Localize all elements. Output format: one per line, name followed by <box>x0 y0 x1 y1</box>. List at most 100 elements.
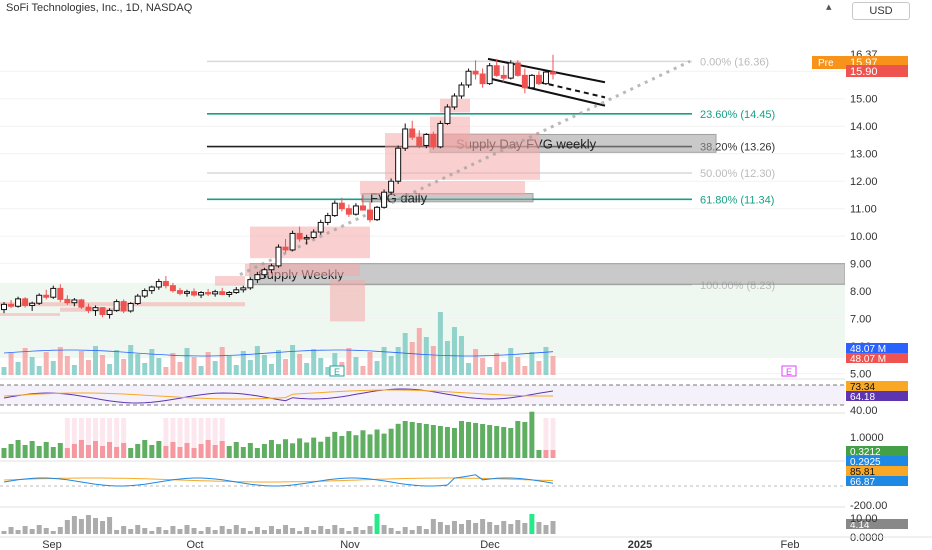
histogram-bar <box>353 435 359 458</box>
candle-body <box>317 221 324 233</box>
spike-bar <box>466 520 472 534</box>
rsi-band <box>0 385 845 405</box>
volume-bar <box>43 352 49 375</box>
spike-bar <box>536 522 542 534</box>
spike-bar <box>191 528 197 534</box>
indicator-label-box <box>846 381 908 391</box>
indicator-label-box <box>846 446 908 456</box>
volume-bar <box>487 367 493 375</box>
spike-bar <box>529 514 535 534</box>
spike-bar <box>473 523 479 534</box>
spike-bar <box>64 520 70 534</box>
volume-bar <box>57 347 63 375</box>
volume-bar <box>78 351 84 375</box>
spike-bar <box>142 528 148 534</box>
spike-bar <box>261 530 267 534</box>
spike-bar <box>459 524 464 534</box>
volume-bar <box>444 341 450 375</box>
indicator-label: 4.14 <box>850 520 870 531</box>
histogram-bar <box>487 425 493 458</box>
fib-label: 0.00% (16.36) <box>700 56 769 68</box>
price-tick-label: 9.00 <box>850 259 871 271</box>
candle-body <box>521 74 528 89</box>
candle-body <box>71 299 78 304</box>
volume-bar <box>374 361 380 375</box>
histogram-bar <box>71 444 77 458</box>
histogram-bar <box>332 431 338 458</box>
candle-body <box>184 291 190 294</box>
spike-bar <box>43 528 49 534</box>
earnings-marker-label: E <box>334 367 340 377</box>
candle-body <box>367 209 373 221</box>
histogram-bar <box>423 424 429 458</box>
candle-body <box>451 95 458 108</box>
histogram-bar <box>226 446 232 458</box>
volume-bar <box>283 359 289 375</box>
histogram-bar <box>311 437 317 458</box>
indicator-label: 85.81 <box>850 467 875 478</box>
volume-bar <box>430 346 436 375</box>
histogram-shade <box>191 418 197 458</box>
histogram-bar <box>304 442 310 458</box>
candle-body <box>444 106 451 124</box>
spike-bar <box>219 526 225 534</box>
candle-body <box>134 295 141 305</box>
histogram-bar <box>212 445 218 458</box>
histogram-bar <box>515 421 521 458</box>
candle-body <box>430 133 437 148</box>
histogram-bar <box>85 445 91 458</box>
histogram-bar <box>128 448 134 458</box>
volume-bar <box>15 362 21 375</box>
volume-bar <box>459 336 464 375</box>
volume-bar <box>135 354 141 375</box>
volume-bar <box>304 363 310 375</box>
candle-body <box>141 290 148 297</box>
histogram-shade <box>219 418 225 458</box>
spike-bar <box>8 527 14 534</box>
candle-body <box>289 232 296 251</box>
spike-bar <box>409 530 415 534</box>
candle-body <box>36 294 43 304</box>
volume-bar <box>515 357 521 375</box>
volume-bar <box>501 362 507 375</box>
currency-selector[interactable]: USD <box>852 2 910 20</box>
histogram-bar <box>261 444 267 458</box>
volume-label-box <box>846 343 908 353</box>
candle-body <box>381 191 388 208</box>
candle-body <box>303 237 310 240</box>
spike-bar <box>78 519 84 534</box>
volume-bar <box>332 353 338 375</box>
histogram-bar <box>163 446 169 458</box>
spike-bar <box>121 526 127 534</box>
histogram-bar <box>100 446 106 458</box>
histogram-bar <box>191 448 197 458</box>
histogram-shade <box>198 418 204 458</box>
volume-bar <box>233 365 239 375</box>
histogram-shade <box>100 418 106 458</box>
indicator-label-box <box>846 519 908 529</box>
histogram-bar <box>36 446 42 458</box>
volume-bar <box>36 366 42 375</box>
spike-bar <box>114 530 120 534</box>
candle-body <box>29 302 36 306</box>
candle-body <box>78 299 85 308</box>
histogram-bar <box>254 448 260 458</box>
volume-bar <box>8 353 14 375</box>
volume-bar <box>473 349 479 375</box>
histogram-bar <box>437 426 443 458</box>
fib-label: 50.00% (12.30) <box>700 168 775 180</box>
volume-bar <box>212 361 218 375</box>
more-icon[interactable]: ▴ <box>826 1 832 13</box>
histogram-shade <box>71 418 77 458</box>
volume-bar <box>29 357 35 375</box>
candle-body <box>472 70 479 75</box>
indicator-tick-label: -200.00 <box>850 500 887 512</box>
histogram-bar <box>177 447 183 458</box>
volume-bar <box>114 350 120 375</box>
spike-bar <box>36 525 42 534</box>
rsi-line <box>3 388 554 404</box>
histogram-bar <box>494 426 500 458</box>
price-tick-label: 5.00 <box>850 369 871 381</box>
volume-bar <box>367 352 373 375</box>
